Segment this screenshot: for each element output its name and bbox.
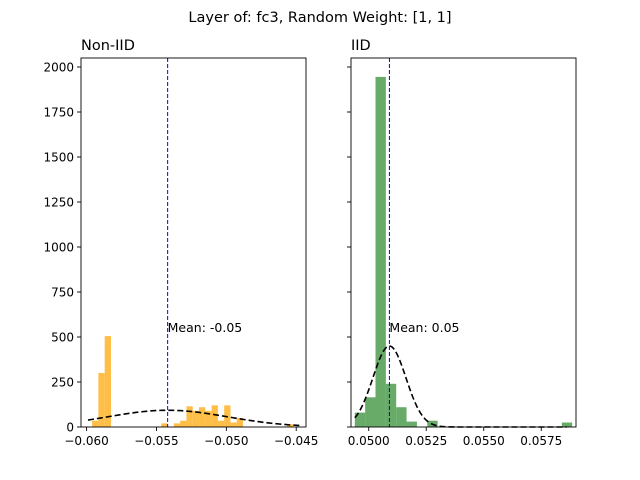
axes-non-iid: −0.060 −0.055 −0.050 −0.045 0 250 500 750 1000 12… <box>43 57 318 448</box>
x-tick-label: −0.055 <box>134 434 178 448</box>
histogram-bar <box>354 412 366 427</box>
histogram-bar <box>98 373 105 427</box>
x-tick-label: 0.0500 <box>348 434 390 448</box>
mean-group-iid: Mean: 0.05 <box>388 58 459 427</box>
panel-iid: IID Mean: 0.05 0.0500 0.0525 0.0550 0.0575 <box>347 38 577 448</box>
histogram-bar <box>180 420 187 427</box>
histogram-bar <box>385 383 397 427</box>
y-tick-label: 500 <box>51 330 74 344</box>
axes-frame <box>80 57 307 428</box>
x-tick-label: −0.050 <box>204 434 248 448</box>
histogram-bar <box>173 423 181 427</box>
panel-non-iid: Non-IID Mean: -0.05 −0.060 −0.055 −0.050 −0… <box>43 38 318 448</box>
histogram-bar <box>375 76 386 428</box>
y-tick-label: 1250 <box>43 195 74 209</box>
histogram-bar <box>365 397 376 427</box>
y-tick-label: 1000 <box>43 240 74 254</box>
histogram-bar <box>104 336 111 427</box>
histogram-bar <box>211 405 218 427</box>
y-tick-label: 1750 <box>43 105 74 119</box>
y-tick-label: 1500 <box>43 150 74 164</box>
histogram-bar <box>192 410 200 427</box>
axes-iid: 0.0500 0.0525 0.0550 0.0575 <box>347 57 577 448</box>
x-tick-label: 0.0550 <box>463 434 505 448</box>
mean-label: Mean: -0.05 <box>168 320 243 335</box>
x-tick-label: 0.0575 <box>520 434 562 448</box>
x-tick-label: −0.045 <box>274 434 318 448</box>
histogram-bar <box>406 421 417 427</box>
y-tick-label: 250 <box>51 375 74 389</box>
histogram-bar <box>205 410 212 427</box>
y-tick-label: 2000 <box>43 60 74 74</box>
histogram-bar <box>161 423 168 427</box>
histogram-bar <box>217 420 225 427</box>
mean-group-non-iid: Mean: -0.05 <box>167 58 243 427</box>
histogram-bar <box>199 407 206 427</box>
histogram-bar <box>236 418 244 427</box>
x-tick-label: 0.0525 <box>405 434 447 448</box>
histogram-bar <box>186 406 193 427</box>
axes-frame <box>350 57 577 428</box>
histogram-bar <box>92 420 99 427</box>
y-tick-label: 0 <box>66 420 74 434</box>
x-tick-label: −0.060 <box>64 434 108 448</box>
panel-title-non-iid: Non-IID <box>81 38 135 54</box>
histogram-bar <box>396 407 407 427</box>
panel-title-iid: IID <box>351 38 371 54</box>
mean-label: Mean: 0.05 <box>389 320 459 335</box>
figure-title: Layer of: fc3, Random Weight: [1, 1] <box>188 10 451 26</box>
histogram-bar <box>561 422 573 427</box>
y-tick-label: 750 <box>51 285 74 299</box>
histogram-bar <box>230 422 237 427</box>
